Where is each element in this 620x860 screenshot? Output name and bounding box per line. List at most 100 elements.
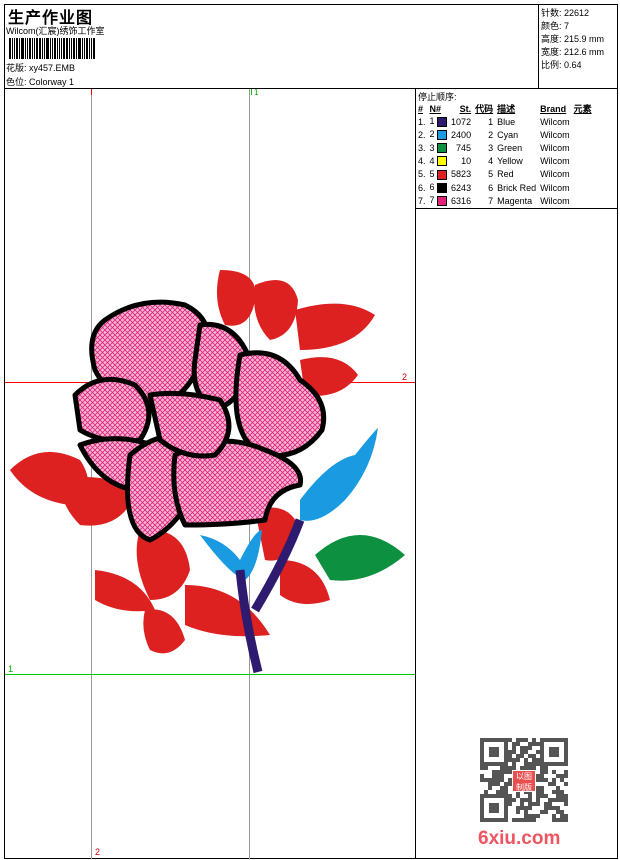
barcode-bar — [82, 38, 83, 59]
barcode-bar — [42, 38, 43, 59]
barcode-bar — [54, 38, 56, 59]
color-swatch — [437, 182, 448, 193]
color-sequence-table: # N# St. 代码 描述 Brand 元素 1. 1 1072 1 Blue Wilcom 2. 2… — [416, 102, 594, 207]
barcode-bar — [59, 38, 60, 59]
red-leaves — [10, 270, 375, 654]
barcode-bar — [34, 38, 35, 59]
barcode-bar — [91, 38, 92, 59]
barcode-bar — [84, 38, 85, 59]
cyan-bud — [300, 428, 378, 521]
row-index: 5. — [418, 169, 426, 180]
color-swatch — [437, 169, 448, 180]
colorway-value: Colorway 1 — [29, 77, 75, 87]
barcode-bar — [71, 38, 72, 59]
pink-rose — [72, 299, 327, 543]
needle-number: 5 — [428, 168, 450, 181]
needle-number: 1 — [428, 115, 450, 128]
row-index: 7. — [418, 195, 426, 206]
barcode-bar — [9, 38, 11, 59]
stitch-count: 6243 — [451, 182, 472, 193]
guide-horizontal-green — [5, 674, 415, 675]
design-width: 宽度: 212.6 mm — [541, 47, 605, 57]
brand: Wilcom — [540, 116, 570, 127]
needle-number: 6 — [428, 181, 450, 194]
table-row: 2. 2 2400 2 Cyan Wilcom — [416, 128, 594, 141]
barcode — [9, 38, 96, 59]
column-header: # — [418, 103, 424, 114]
barcode-bar — [89, 38, 90, 59]
barcode-bar — [57, 38, 58, 59]
stitch-count: 2400 — [451, 129, 472, 140]
row-index: 3. — [418, 142, 426, 153]
needle-number: 2 — [428, 128, 450, 141]
color-description: Blue — [497, 116, 516, 127]
barcode-bar — [25, 38, 26, 59]
brand: Wilcom — [540, 129, 570, 140]
guide-label-bottom: 2 — [95, 847, 101, 857]
barcode-bar — [93, 38, 95, 59]
stitch-count: 5823 — [451, 169, 472, 180]
design-value: xy457.EMB — [29, 63, 76, 73]
needle-number: 3 — [428, 141, 450, 154]
table-row: 7. 7 6316 7 Magenta Wilcom — [416, 194, 594, 207]
barcode-bar — [46, 38, 49, 59]
brand: Wilcom — [540, 169, 570, 180]
barcode-bar — [16, 38, 18, 59]
color-description: Magenta — [497, 195, 533, 206]
color-description: Brick Red — [497, 182, 537, 193]
color-code: 2 — [488, 129, 494, 140]
color-description: Cyan — [497, 129, 519, 140]
design-scale: 比例: 0.64 — [541, 60, 582, 70]
barcode-bar — [50, 38, 51, 59]
color-code: 6 — [488, 182, 494, 193]
color-code: 7 — [488, 195, 494, 206]
stop-sequence-title: 停止顺序: — [418, 92, 457, 102]
color-swatch — [437, 196, 448, 207]
guide-tick-green — [251, 89, 252, 95]
color-code: 3 — [488, 142, 494, 153]
barcode-bar — [78, 38, 81, 59]
color-count: 颜色: 7 — [541, 21, 570, 31]
blue-stem — [235, 518, 305, 674]
brand: Wilcom — [540, 195, 570, 206]
color-swatch — [437, 156, 448, 167]
design-label: 花版: — [6, 63, 27, 73]
column-header: 元素 — [573, 104, 592, 114]
panel-divider — [415, 88, 416, 859]
needle-number: 7 — [428, 194, 450, 207]
barcode-bar — [14, 38, 15, 59]
brand: Wilcom — [540, 142, 570, 153]
table-row: 5. 5 5823 5 Red Wilcom — [416, 168, 594, 181]
guide-label-right: 2 — [402, 372, 408, 382]
guide-vertical-left — [91, 89, 92, 859]
header-divider — [4, 88, 618, 89]
column-header: Brand — [540, 103, 567, 114]
barcode-bar — [73, 38, 75, 59]
column-header: 代码 — [475, 104, 494, 114]
table-row: 4. 4 10 4 Yellow Wilcom — [416, 155, 594, 168]
barcode-bar — [39, 38, 41, 59]
stitch-count: 745 — [456, 142, 472, 153]
watermark-text: 6xiu.com — [478, 828, 561, 849]
page-frame — [4, 4, 618, 859]
color-description: Red — [497, 169, 514, 180]
row-index: 1. — [418, 116, 426, 127]
color-swatch — [437, 116, 448, 127]
table-divider — [415, 208, 618, 209]
table-row: 1. 1 1072 1 Blue Wilcom — [416, 115, 594, 128]
guide-label-top: 1 — [254, 88, 259, 97]
row-index: 2. — [418, 129, 426, 140]
page-title: 生产作业图 — [8, 10, 94, 27]
design-file: 花版: xy457.EMB — [6, 61, 75, 74]
row-index: 6. — [418, 182, 426, 193]
cyan-calyx — [200, 530, 262, 580]
colorway: 色位: Colorway 1 — [6, 75, 74, 88]
barcode-bar — [36, 38, 38, 59]
table-row: 6. 6 6243 6 Brick Red Wilcom — [416, 181, 594, 194]
barcode-bar — [12, 38, 13, 59]
column-header: 描述 — [497, 104, 516, 114]
needle-number: 4 — [428, 155, 450, 168]
stitch-count: 10 — [461, 156, 472, 167]
barcode-bar — [86, 38, 88, 59]
